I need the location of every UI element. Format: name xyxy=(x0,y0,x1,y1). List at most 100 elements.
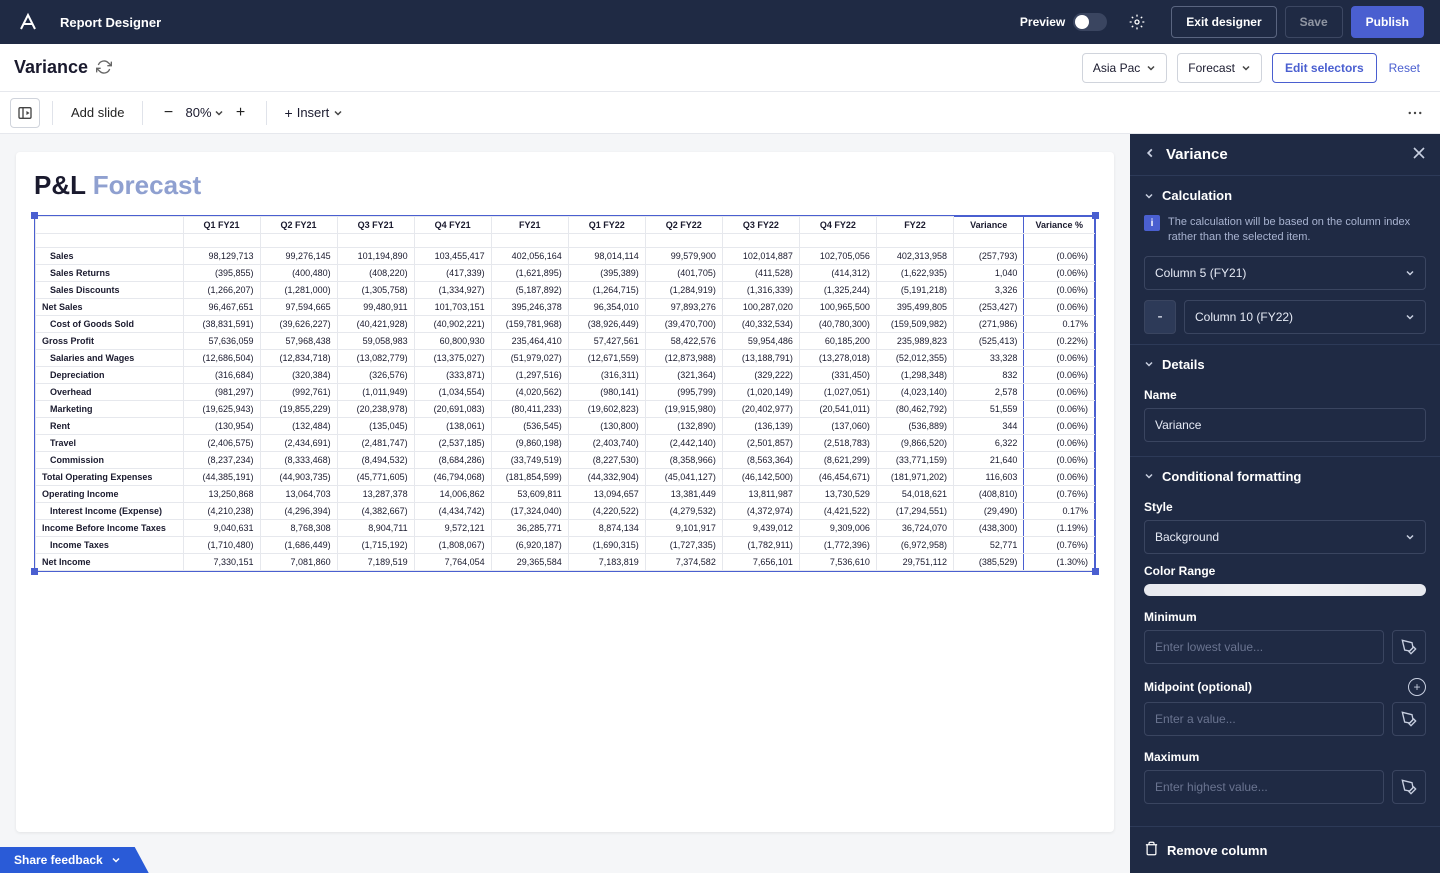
cell[interactable]: 402,313,958 xyxy=(876,248,953,265)
cell[interactable]: 51,559 xyxy=(953,401,1023,418)
cell[interactable]: (6,972,958) xyxy=(876,537,953,554)
table-row[interactable]: Income Taxes(1,710,480)(1,686,449)(1,715… xyxy=(36,537,1095,554)
cell[interactable]: (438,300) xyxy=(953,520,1023,537)
cell[interactable]: (46,454,671) xyxy=(799,469,876,486)
cell[interactable]: (2,518,783) xyxy=(799,435,876,452)
cell[interactable]: 96,354,010 xyxy=(568,299,645,316)
cell[interactable]: (8,333,468) xyxy=(260,452,337,469)
cell[interactable]: (316,684) xyxy=(183,367,260,384)
cell[interactable]: (316,311) xyxy=(568,367,645,384)
cell[interactable]: 53,609,811 xyxy=(491,486,568,503)
cell[interactable]: 101,703,151 xyxy=(414,299,491,316)
cell[interactable]: (5,187,892) xyxy=(491,282,568,299)
cell[interactable]: (4,382,667) xyxy=(337,503,414,520)
cell[interactable]: 116,603 xyxy=(953,469,1023,486)
cell[interactable]: (19,915,980) xyxy=(645,401,722,418)
cell[interactable]: (2,481,747) xyxy=(337,435,414,452)
cell[interactable]: 8,874,134 xyxy=(568,520,645,537)
cell[interactable]: 102,014,887 xyxy=(722,248,799,265)
cell[interactable]: (1,264,715) xyxy=(568,282,645,299)
table-header[interactable]: Q4 FY22 xyxy=(799,217,876,234)
cell[interactable]: (1.19%) xyxy=(1024,520,1095,537)
cell[interactable]: (1,305,758) xyxy=(337,282,414,299)
cell[interactable]: (33,771,159) xyxy=(876,452,953,469)
cell[interactable]: 21,640 xyxy=(953,452,1023,469)
cell[interactable]: (0.06%) xyxy=(1024,265,1095,282)
cell[interactable]: 102,705,056 xyxy=(799,248,876,265)
cell[interactable]: (8,227,530) xyxy=(568,452,645,469)
cell[interactable]: (400,480) xyxy=(260,265,337,282)
cell[interactable]: (1,027,051) xyxy=(799,384,876,401)
table-row[interactable]: Marketing(19,625,943)(19,855,229)(20,238… xyxy=(36,401,1095,418)
table-row[interactable]: Cost of Goods Sold(38,831,591)(39,626,22… xyxy=(36,316,1095,333)
reset-link[interactable]: Reset xyxy=(1389,61,1420,75)
cell[interactable]: (1,710,480) xyxy=(183,537,260,554)
cell[interactable]: (8,684,286) xyxy=(414,452,491,469)
operator-select[interactable]: - xyxy=(1144,300,1176,334)
cell[interactable]: (4,023,140) xyxy=(876,384,953,401)
panel-close-button[interactable] xyxy=(1412,146,1426,163)
cell[interactable]: (46,142,500) xyxy=(722,469,799,486)
cell[interactable]: (320,384) xyxy=(260,367,337,384)
cell[interactable]: (0.06%) xyxy=(1024,350,1095,367)
cell[interactable]: (4,279,532) xyxy=(645,503,722,520)
table-header[interactable]: Q1 FY21 xyxy=(183,217,260,234)
cell[interactable]: 29,751,112 xyxy=(876,554,953,571)
table-row[interactable]: Income Before Income Taxes9,040,6318,768… xyxy=(36,520,1095,537)
cell[interactable]: (2,442,140) xyxy=(645,435,722,452)
cell[interactable]: (181,971,202) xyxy=(876,469,953,486)
cell[interactable]: (19,625,943) xyxy=(183,401,260,418)
cell[interactable]: (19,602,823) xyxy=(568,401,645,418)
cell[interactable]: (2,501,857) xyxy=(722,435,799,452)
selection-handle[interactable] xyxy=(31,212,38,219)
table-header[interactable]: Variance % xyxy=(1024,217,1095,234)
selection-handle[interactable] xyxy=(31,568,38,575)
cell[interactable]: (1,690,315) xyxy=(568,537,645,554)
cell[interactable]: (8,621,299) xyxy=(799,452,876,469)
cell[interactable]: (20,402,977) xyxy=(722,401,799,418)
cell[interactable]: (9,860,198) xyxy=(491,435,568,452)
table-row[interactable]: Sales Discounts(1,266,207)(1,281,000)(1,… xyxy=(36,282,1095,299)
cell[interactable]: (0.06%) xyxy=(1024,248,1095,265)
style-select[interactable]: Background xyxy=(1144,520,1426,554)
preview-toggle[interactable] xyxy=(1073,13,1107,31)
cell[interactable]: (159,509,982) xyxy=(876,316,953,333)
cell[interactable]: 9,309,006 xyxy=(799,520,876,537)
cell[interactable]: (13,375,027) xyxy=(414,350,491,367)
column-a-select[interactable]: Column 5 (FY21) xyxy=(1144,256,1426,290)
cell[interactable]: 13,287,378 xyxy=(337,486,414,503)
table-row[interactable]: Gross Profit57,636,05957,968,43859,058,9… xyxy=(36,333,1095,350)
data-table-selection[interactable]: Q1 FY21Q2 FY21Q3 FY21Q4 FY21FY21Q1 FY22Q… xyxy=(34,215,1096,572)
cell[interactable]: (20,238,978) xyxy=(337,401,414,418)
cell[interactable]: (40,780,300) xyxy=(799,316,876,333)
cell[interactable]: (80,411,233) xyxy=(491,401,568,418)
cell[interactable]: 100,965,500 xyxy=(799,299,876,316)
cell[interactable]: (40,421,928) xyxy=(337,316,414,333)
cell[interactable]: (1,808,067) xyxy=(414,537,491,554)
cell[interactable]: (395,389) xyxy=(568,265,645,282)
cell[interactable]: (51,979,027) xyxy=(491,350,568,367)
cell[interactable]: (137,060) xyxy=(799,418,876,435)
cell[interactable]: 344 xyxy=(953,418,1023,435)
cell[interactable]: (45,771,605) xyxy=(337,469,414,486)
refresh-icon[interactable] xyxy=(96,59,114,77)
cell[interactable]: 13,250,868 xyxy=(183,486,260,503)
cell[interactable]: 6,322 xyxy=(953,435,1023,452)
cell[interactable]: (2,406,575) xyxy=(183,435,260,452)
cell[interactable]: (385,529) xyxy=(953,554,1023,571)
cell[interactable]: 7,081,860 xyxy=(260,554,337,571)
cell[interactable]: (20,691,083) xyxy=(414,401,491,418)
section-details[interactable]: Details xyxy=(1144,345,1426,384)
more-options-button[interactable] xyxy=(1400,98,1430,128)
cell[interactable]: 36,724,070 xyxy=(876,520,953,537)
table-row[interactable]: Commission(8,237,234)(8,333,468)(8,494,5… xyxy=(36,452,1095,469)
zoom-in-button[interactable]: + xyxy=(228,100,254,126)
cell[interactable]: 9,040,631 xyxy=(183,520,260,537)
column-b-select[interactable]: Column 10 (FY22) xyxy=(1184,300,1426,334)
cell[interactable]: (1,297,516) xyxy=(491,367,568,384)
cell[interactable]: (4,296,394) xyxy=(260,503,337,520)
save-button[interactable]: Save xyxy=(1285,6,1343,38)
cell[interactable]: 0.17% xyxy=(1024,503,1095,520)
cell[interactable]: (525,413) xyxy=(953,333,1023,350)
cell[interactable]: 7,374,582 xyxy=(645,554,722,571)
